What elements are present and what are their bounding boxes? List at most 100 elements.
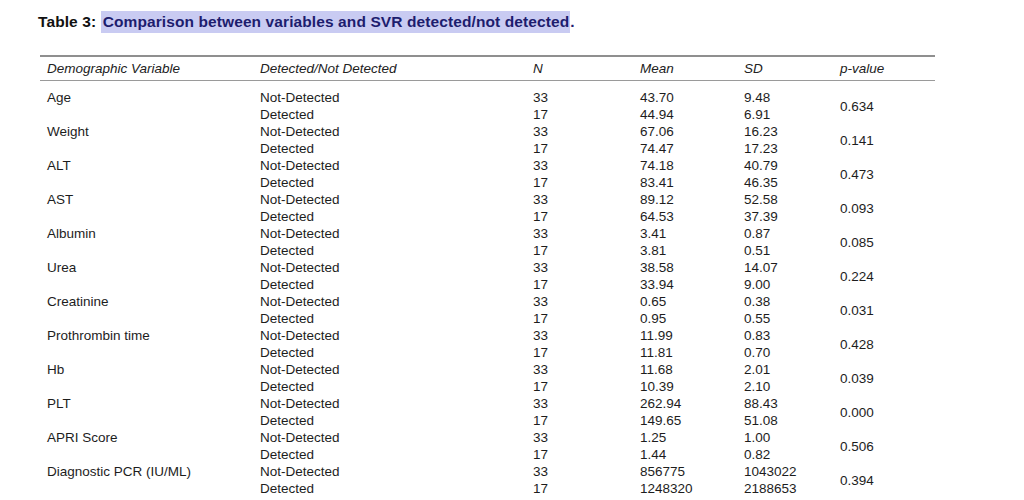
n-value: 33 — [533, 123, 640, 140]
mean-value: 3.81 — [640, 242, 744, 259]
col-header-p-value: p-value — [840, 61, 935, 76]
status-cell: Not-Detected Detected — [260, 361, 533, 395]
n-value: 17 — [533, 412, 640, 429]
mean-value: 856775 — [640, 463, 744, 480]
n-value: 17 — [533, 276, 640, 293]
mean-value: 64.53 — [640, 208, 744, 225]
sd-cell: 16.23 17.23 — [744, 123, 840, 157]
p-value-cell: 0.031 — [840, 293, 935, 327]
p-value-cell: 0.224 — [840, 259, 935, 293]
status-detected: Detected — [260, 242, 533, 259]
status-detected: Detected — [260, 412, 533, 429]
n-cell: 33 17 — [533, 463, 640, 497]
caption-period: . — [570, 13, 574, 30]
sd-value: 17.23 — [744, 140, 840, 157]
status-detected: Detected — [260, 106, 533, 123]
col-header-demographic-variable: Demographic Variable — [40, 61, 260, 76]
n-value: 17 — [533, 378, 640, 395]
sd-value: 88.43 — [744, 395, 840, 412]
p-value: 0.000 — [840, 404, 874, 421]
col-header-mean: Mean — [640, 61, 744, 76]
sd-value: 0.70 — [744, 344, 840, 361]
caption-prefix: Table 3: — [38, 13, 101, 30]
sd-value: 51.08 — [744, 412, 840, 429]
mean-value: 1.44 — [640, 446, 744, 463]
mean-value: 44.94 — [640, 106, 744, 123]
n-value: 33 — [533, 429, 640, 446]
sd-cell: 14.07 9.00 — [744, 259, 840, 293]
n-value: 17 — [533, 242, 640, 259]
p-value: 0.394 — [840, 472, 874, 489]
n-value: 33 — [533, 191, 640, 208]
n-value: 33 — [533, 157, 640, 174]
status-cell: Not-Detected Detected — [260, 327, 533, 361]
status-detected: Detected — [260, 208, 533, 225]
sd-value: 14.07 — [744, 259, 840, 276]
mean-value: 74.18 — [640, 157, 744, 174]
sd-cell: 52.58 37.39 — [744, 191, 840, 225]
table-row-group: APRI Score Not-Detected Detected 33 17 1… — [40, 429, 935, 463]
p-value-cell: 0.634 — [840, 89, 935, 123]
n-value: 17 — [533, 106, 640, 123]
status-not-detected: Not-Detected — [260, 191, 533, 208]
n-value: 33 — [533, 89, 640, 106]
sd-value: 0.51 — [744, 242, 840, 259]
comparison-table: Demographic Variable Detected/Not Detect… — [40, 55, 935, 497]
p-value: 0.085 — [840, 234, 874, 251]
p-value-cell: 0.141 — [840, 123, 935, 157]
status-cell: Not-Detected Detected — [260, 429, 533, 463]
mean-value: 38.58 — [640, 259, 744, 276]
mean-value: 0.95 — [640, 310, 744, 327]
variable-cell: Urea — [40, 259, 260, 293]
sd-cell: 0.87 0.51 — [744, 225, 840, 259]
mean-value: 11.81 — [640, 344, 744, 361]
sd-value: 6.91 — [744, 106, 840, 123]
table-row-group: PLT Not-Detected Detected 33 17 262.94 1… — [40, 395, 935, 429]
variable-cell: Diagnostic PCR (IU/ML) — [40, 463, 260, 497]
sd-cell: 9.48 6.91 — [744, 89, 840, 123]
sd-value: 2.10 — [744, 378, 840, 395]
p-value: 0.039 — [840, 370, 874, 387]
sd-value: 1043022 — [744, 463, 840, 480]
sd-value: 0.82 — [744, 446, 840, 463]
n-cell: 33 17 — [533, 191, 640, 225]
status-not-detected: Not-Detected — [260, 395, 533, 412]
status-not-detected: Not-Detected — [260, 429, 533, 446]
variable-cell: Prothrombin time — [40, 327, 260, 361]
sd-cell: 0.38 0.55 — [744, 293, 840, 327]
n-cell: 33 17 — [533, 157, 640, 191]
sd-cell: 40.79 46.35 — [744, 157, 840, 191]
variable-cell: Hb — [40, 361, 260, 395]
p-value-cell: 0.506 — [840, 429, 935, 463]
sd-value: 2188653 — [744, 480, 840, 497]
caption-highlighted-text: Comparison between variables and SVR det… — [101, 11, 571, 33]
p-value: 0.473 — [840, 166, 874, 183]
sd-value: 0.38 — [744, 293, 840, 310]
mean-cell: 74.18 83.41 — [640, 157, 744, 191]
mean-cell: 67.06 74.47 — [640, 123, 744, 157]
n-cell: 33 17 — [533, 395, 640, 429]
n-value: 17 — [533, 174, 640, 191]
table-row-group: Diagnostic PCR (IU/ML) Not-Detected Dete… — [40, 463, 935, 497]
n-cell: 33 17 — [533, 293, 640, 327]
status-not-detected: Not-Detected — [260, 327, 533, 344]
sd-cell: 1.00 0.82 — [744, 429, 840, 463]
table-row-group: Creatinine Not-Detected Detected 33 17 0… — [40, 293, 935, 327]
sd-cell: 2.01 2.10 — [744, 361, 840, 395]
sd-value: 52.58 — [744, 191, 840, 208]
status-cell: Not-Detected Detected — [260, 293, 533, 327]
n-cell: 33 17 — [533, 361, 640, 395]
status-cell: Not-Detected Detected — [260, 191, 533, 225]
mean-cell: 856775 1248320 — [640, 463, 744, 497]
sd-cell: 0.83 0.70 — [744, 327, 840, 361]
p-value-cell: 0.394 — [840, 463, 935, 497]
p-value-cell: 0.093 — [840, 191, 935, 225]
table-row-group: Weight Not-Detected Detected 33 17 67.06… — [40, 123, 935, 157]
n-cell: 33 17 — [533, 429, 640, 463]
n-value: 33 — [533, 225, 640, 242]
n-value: 17 — [533, 140, 640, 157]
status-not-detected: Not-Detected — [260, 293, 533, 310]
mean-cell: 262.94 149.65 — [640, 395, 744, 429]
sd-value: 0.87 — [744, 225, 840, 242]
p-value: 0.031 — [840, 302, 874, 319]
